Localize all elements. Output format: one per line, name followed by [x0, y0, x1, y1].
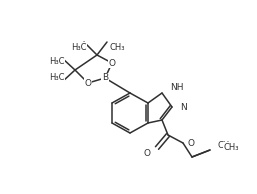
Text: O: O — [108, 59, 115, 68]
Text: CH₃: CH₃ — [218, 140, 234, 150]
Text: O: O — [143, 148, 150, 158]
Text: O: O — [85, 79, 91, 87]
Text: B: B — [102, 74, 108, 82]
Text: H₃C: H₃C — [50, 74, 65, 82]
Text: H₃C: H₃C — [71, 42, 87, 51]
Text: H₃C: H₃C — [50, 57, 65, 67]
Text: NH: NH — [170, 83, 183, 93]
Text: CH₃: CH₃ — [223, 143, 238, 152]
Text: CH₃: CH₃ — [109, 42, 124, 51]
Text: N: N — [180, 102, 187, 112]
Text: O: O — [188, 139, 195, 147]
